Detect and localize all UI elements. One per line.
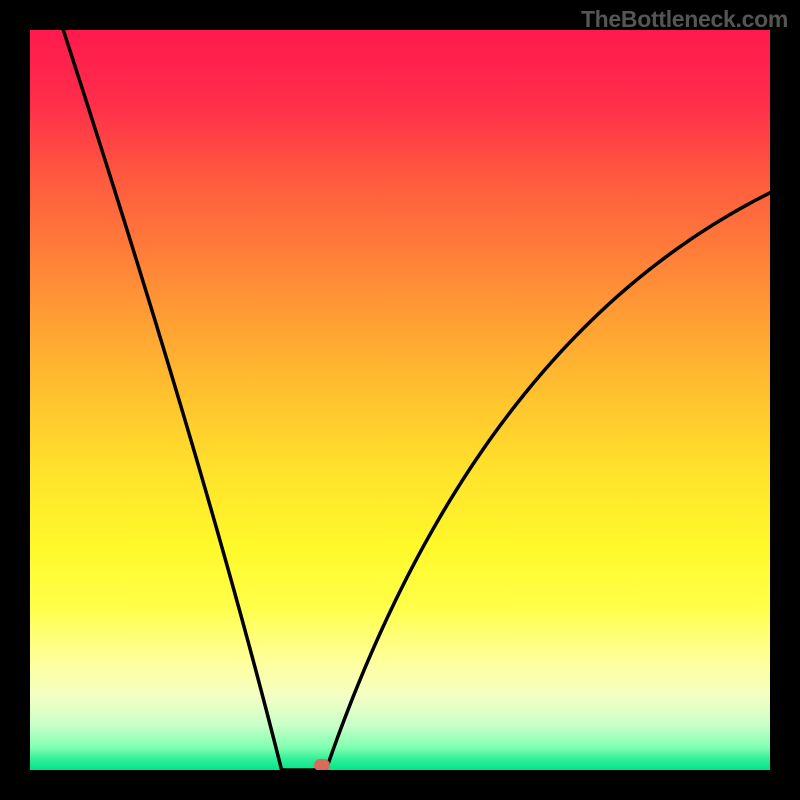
- chart-container: TheBottleneck.com: [0, 0, 800, 800]
- watermark-text: TheBottleneck.com: [581, 6, 788, 33]
- minimum-marker: [314, 759, 330, 770]
- plot-area: [30, 30, 770, 770]
- bottleneck-curve: [63, 30, 770, 770]
- curve-layer: [30, 30, 770, 770]
